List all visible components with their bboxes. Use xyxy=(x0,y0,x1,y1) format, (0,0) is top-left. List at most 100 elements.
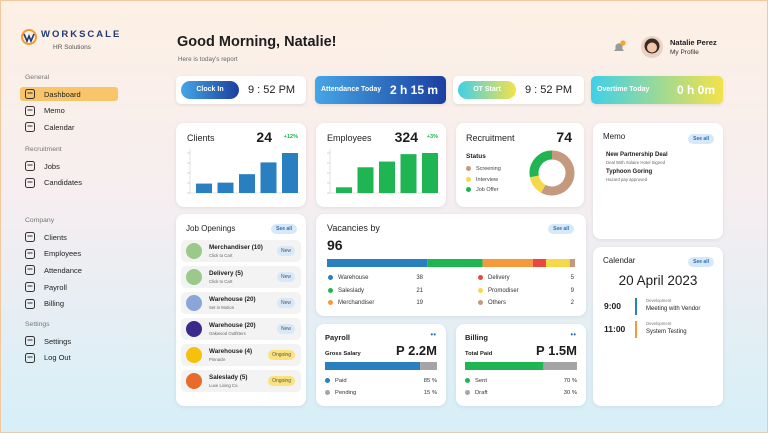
bar xyxy=(379,161,395,193)
logo-w xyxy=(23,33,35,44)
nav-icon xyxy=(25,336,35,346)
user-name[interactable]: Natalie Perez xyxy=(670,38,717,47)
legend-value: 70 % xyxy=(563,378,577,384)
nav-item[interactable]: Log Out xyxy=(20,351,118,365)
legend-value: 5 xyxy=(570,275,574,281)
progress-bar xyxy=(465,362,577,370)
bar-segment xyxy=(543,362,577,370)
legend-item: Pending 15 % xyxy=(325,390,437,396)
nav-label: Candidates xyxy=(44,178,82,188)
legend-label: Job Offer xyxy=(476,187,499,193)
see-all[interactable]: See all xyxy=(688,134,714,144)
vacancies-total: 96 xyxy=(327,237,343,253)
job-company: Click to Cart xyxy=(209,279,233,284)
nav-section-title: General xyxy=(25,74,50,81)
job-item[interactable]: Warehouse (4) Pinnacle Ongoing xyxy=(181,344,301,366)
status-button[interactable]: OT Start xyxy=(458,81,516,99)
legend-dot xyxy=(328,275,333,280)
nav-label: Employees xyxy=(44,249,82,259)
legend-dot xyxy=(328,300,333,305)
brand: WORKSCALE xyxy=(41,29,122,40)
billing-card: Billing •• Total Paid P 1.5M Sent 70 % Draft 30… xyxy=(456,324,586,406)
nav-label: Memo xyxy=(44,106,65,116)
nav-item[interactable]: Memo xyxy=(20,104,118,118)
job-title: Delivery (5) xyxy=(209,270,243,277)
bar xyxy=(260,162,277,193)
job-item[interactable]: Delivery (5) Click to Cart New xyxy=(181,266,301,288)
event-time: 9:00 xyxy=(604,301,622,311)
job-status: New xyxy=(276,298,295,308)
job-status: New xyxy=(276,272,295,282)
see-all[interactable]: See all xyxy=(271,224,297,234)
card-title: Clients xyxy=(187,133,215,143)
memo-text: Deal With Solaire Hotel Signed xyxy=(606,160,665,165)
more-menu[interactable]: •• xyxy=(570,330,576,339)
memo-text: Hazard pay approved xyxy=(606,177,648,182)
nav-item[interactable]: Calendar xyxy=(20,120,118,134)
icon-shape xyxy=(25,265,35,276)
nav-icon xyxy=(25,298,35,309)
legend-label: Promodiser xyxy=(488,287,519,294)
nav-item[interactable]: Billing xyxy=(20,297,118,311)
job-title: Merchandiser (10) xyxy=(209,244,263,251)
memo-card: Memo See all New Partnership Deal Deal With… xyxy=(593,123,723,239)
icon-shape xyxy=(25,232,35,242)
legend-item: Warehouse 38 xyxy=(328,275,423,281)
legend-value: 9 xyxy=(570,287,574,294)
status-label: Overtime Today xyxy=(597,86,650,93)
memo-title[interactable]: Typhoon Goring xyxy=(606,169,653,175)
event-title[interactable]: Meeting with Vendor xyxy=(646,306,701,312)
job-title: Warehouse (4) xyxy=(209,348,253,355)
status-button[interactable]: Clock In xyxy=(181,81,239,99)
legend-label: Interview xyxy=(476,176,499,183)
legend-label: Delivery xyxy=(488,275,510,282)
nav-item[interactable]: Settings xyxy=(20,334,118,348)
employees-card: Employees 324 +3% xyxy=(316,123,446,207)
vacancies-card: Vacancies by See all 96 Warehouse 38 Saleslad… xyxy=(316,214,586,316)
status-value: 9 : 52 PM xyxy=(525,84,573,96)
job-company: Pinnacle xyxy=(209,357,226,362)
nav-label: Calendar xyxy=(44,122,75,132)
calendar-date: 20 April 2023 xyxy=(618,273,698,288)
legend-item: Interview xyxy=(466,177,498,183)
nav-icon xyxy=(25,282,35,293)
nav-label: Clients xyxy=(44,232,67,242)
nav-item[interactable]: Jobs xyxy=(20,159,118,173)
status-box[interactable]: OT Start 9 : 52 PM xyxy=(453,76,584,104)
notification-bell[interactable] xyxy=(612,40,626,54)
status-box[interactable]: Clock In 9 : 52 PM xyxy=(176,76,306,104)
nav-item[interactable]: Dashboard xyxy=(20,87,118,101)
see-all[interactable]: See all xyxy=(688,257,714,267)
nav-item[interactable]: Attendance xyxy=(20,263,118,277)
nav-item[interactable]: Clients xyxy=(20,230,118,244)
nav-icon xyxy=(25,265,35,276)
job-item[interactable]: Merchandiser (10) Click to Cart New xyxy=(181,240,301,262)
greeting: Good Morning, Natalie! xyxy=(177,34,337,50)
icon-shape xyxy=(25,248,35,259)
job-title: Warehouse (20) xyxy=(209,322,256,329)
see-all[interactable]: See all xyxy=(548,224,574,234)
nav-item[interactable]: Candidates xyxy=(20,176,118,190)
card-change: +12% xyxy=(283,134,298,140)
job-icon xyxy=(186,347,202,363)
nav-item[interactable]: Employees xyxy=(20,247,118,261)
nav-item[interactable]: Payroll xyxy=(20,280,118,294)
event-marker xyxy=(635,321,637,338)
more-menu[interactable]: •• xyxy=(430,330,436,339)
status-title: Status xyxy=(466,153,486,160)
legend-item: Promodiser 9 xyxy=(478,287,574,294)
legend-label: Draft xyxy=(475,390,488,397)
job-item[interactable]: Warehouse (20) Set in Motion New xyxy=(181,292,301,314)
mini-bar-chart xyxy=(327,149,440,194)
metric-label: Total Paid xyxy=(465,351,493,357)
event-title[interactable]: System Testing xyxy=(646,329,687,335)
bar xyxy=(422,153,438,193)
bell-shape xyxy=(614,43,624,51)
job-company: Luxe Living Co. xyxy=(209,383,239,388)
legend-dot xyxy=(478,300,483,305)
icon-shape xyxy=(25,89,35,99)
job-item[interactable]: Warehouse (20) Oakwood Outfitters New xyxy=(181,318,301,340)
profile-link[interactable]: My Profile xyxy=(670,49,699,56)
job-item[interactable]: Saleslady (5) Luxe Living Co. Ongoing xyxy=(181,370,301,392)
memo-title[interactable]: New Partnership Deal xyxy=(606,152,668,158)
